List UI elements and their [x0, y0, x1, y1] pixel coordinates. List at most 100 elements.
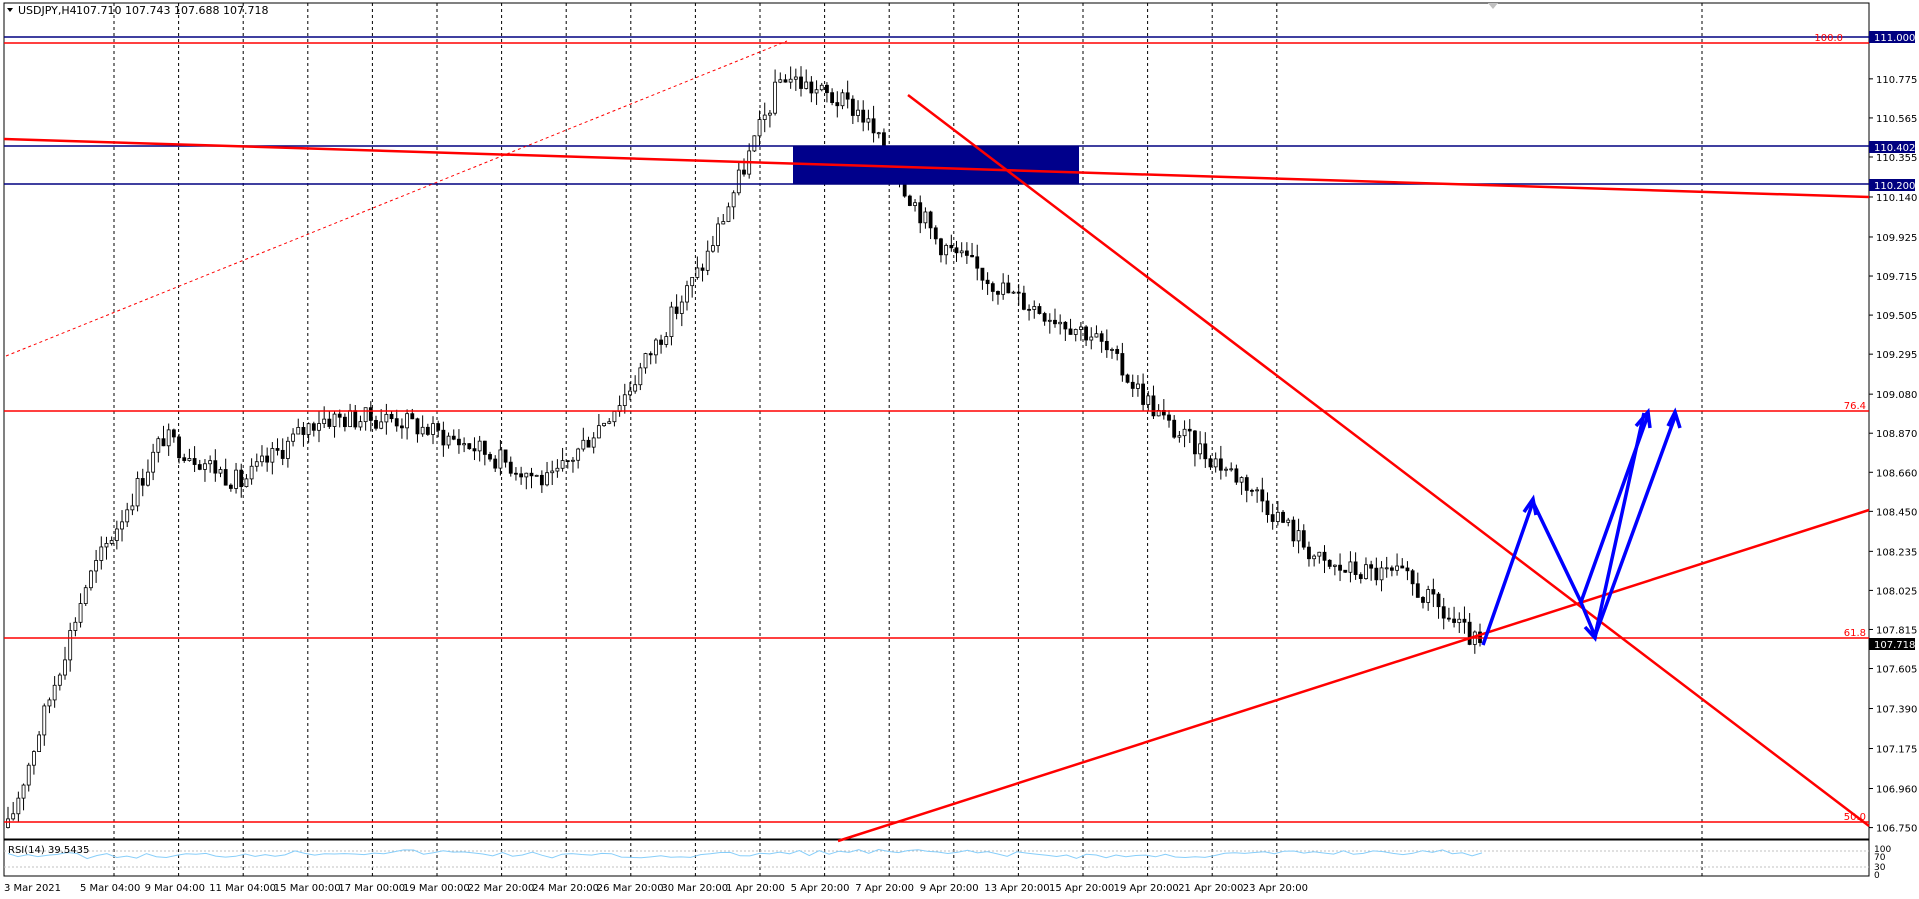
candle-body — [32, 751, 36, 766]
price-tick-label: 107.815 — [1876, 625, 1917, 636]
candle-body — [1410, 570, 1415, 585]
candle-body — [358, 421, 363, 428]
candle-body — [457, 438, 461, 446]
rsi-panel-frame — [3, 839, 1870, 877]
candle-body — [83, 587, 88, 604]
candle-body — [239, 469, 244, 488]
candle-body — [1193, 430, 1197, 455]
candle-body — [275, 448, 280, 451]
candle-body — [146, 471, 150, 486]
candle-body — [425, 426, 430, 435]
rsi-label: RSI(14) 39.5435 — [8, 845, 89, 856]
candle-body — [291, 433, 295, 442]
symbol-label: USDJPY,H4 — [18, 4, 77, 17]
candle-body — [1358, 574, 1363, 579]
candle-body — [1141, 383, 1145, 405]
rsi-level-100: 100 — [1874, 845, 1891, 855]
candle-body — [42, 705, 47, 736]
candle-body — [400, 425, 404, 429]
candle-body — [607, 421, 612, 424]
candle-body — [736, 169, 741, 194]
candle-body — [1053, 319, 1057, 325]
candle-body — [768, 112, 772, 116]
candle-body — [545, 472, 549, 486]
fib-50-label: 50.0 — [1844, 812, 1866, 823]
candle-body — [819, 84, 824, 91]
candle-body — [524, 472, 529, 478]
fib-764-label: 76.4 — [1844, 401, 1866, 412]
candle-body — [705, 250, 710, 271]
candle-body — [1395, 565, 1399, 571]
candle-body — [389, 413, 394, 420]
candle-body — [1213, 458, 1218, 468]
candle-body — [731, 192, 736, 208]
candle-body — [244, 478, 249, 488]
rsi-line — [7, 848, 1483, 860]
candle-body — [586, 439, 591, 448]
candle-body — [1332, 564, 1337, 567]
candle-body — [280, 449, 285, 459]
candle-body — [949, 244, 954, 249]
time-axis-label: 22 Mar 20:00 — [468, 883, 535, 894]
candle-body — [876, 132, 881, 135]
candle-body — [778, 79, 783, 83]
candle-body — [1312, 555, 1317, 560]
candle-body — [1110, 349, 1114, 351]
candle-body — [213, 460, 218, 474]
time-axis-label: 26 Mar 20:00 — [597, 883, 664, 894]
candle-body — [996, 291, 1000, 295]
candle-body — [1286, 519, 1291, 523]
shift-marker-icon[interactable] — [1488, 3, 1498, 9]
candle-body — [1115, 349, 1120, 354]
candle-body — [762, 114, 767, 120]
price-tick-label: 108.025 — [1876, 586, 1917, 597]
time-axis-label: 5 Mar 04:00 — [80, 883, 140, 894]
candle-body — [804, 81, 809, 89]
candle-body — [591, 437, 596, 448]
rsi-level-70: 70 — [1874, 853, 1886, 863]
uptrend-line — [837, 508, 1870, 843]
price-tick-label: 106.960 — [1876, 785, 1917, 796]
downtrend-line — [907, 94, 1870, 827]
candle-body — [130, 505, 135, 511]
candle-body — [612, 411, 617, 423]
candle-body — [939, 238, 943, 256]
price-tick-label: 107.390 — [1876, 705, 1917, 716]
candle-body — [451, 435, 456, 440]
candle-body — [539, 474, 544, 486]
candle-body — [317, 423, 321, 431]
rsi-level-30: 30 — [1874, 863, 1886, 873]
candle-body — [120, 521, 124, 530]
candle-body — [1452, 618, 1456, 623]
candle-body — [788, 78, 793, 83]
fib-618-label: 61.8 — [1844, 628, 1866, 639]
candle-body — [332, 413, 337, 427]
candle-body — [306, 423, 311, 435]
time-axis-label: 13 Apr 20:00 — [984, 883, 1049, 894]
candle-body — [1079, 326, 1083, 330]
candle-body — [555, 467, 560, 472]
candle-body — [659, 339, 663, 345]
candle-body — [16, 797, 21, 815]
price-tick-label: 109.925 — [1876, 233, 1917, 244]
time-axis: 3 Mar 2021 5 Mar 04:00 9 Mar 04:00 11 Mar 0… — [4, 883, 1308, 894]
candle-body — [1405, 567, 1410, 572]
candle-body — [1296, 530, 1301, 542]
candle-body — [809, 81, 814, 94]
candle-body — [182, 457, 187, 461]
tag-110402-bg — [1869, 141, 1915, 153]
candle-body — [1234, 468, 1239, 483]
candle-body — [57, 674, 62, 686]
candle-body — [628, 390, 632, 396]
candle-body — [379, 421, 384, 429]
time-axis-label: 19 Apr 20:00 — [1114, 883, 1179, 894]
symbol-menu-icon[interactable] — [7, 8, 13, 12]
candle-body — [742, 169, 746, 175]
time-axis-label: 24 Mar 20:00 — [532, 883, 599, 894]
candle-body — [1270, 514, 1275, 522]
long-trendline-flat — [3, 137, 1870, 199]
candle-body — [1462, 618, 1467, 623]
candle-body — [757, 119, 762, 137]
candle-body — [208, 460, 213, 465]
time-axis-label: 9 Apr 20:00 — [920, 883, 979, 894]
